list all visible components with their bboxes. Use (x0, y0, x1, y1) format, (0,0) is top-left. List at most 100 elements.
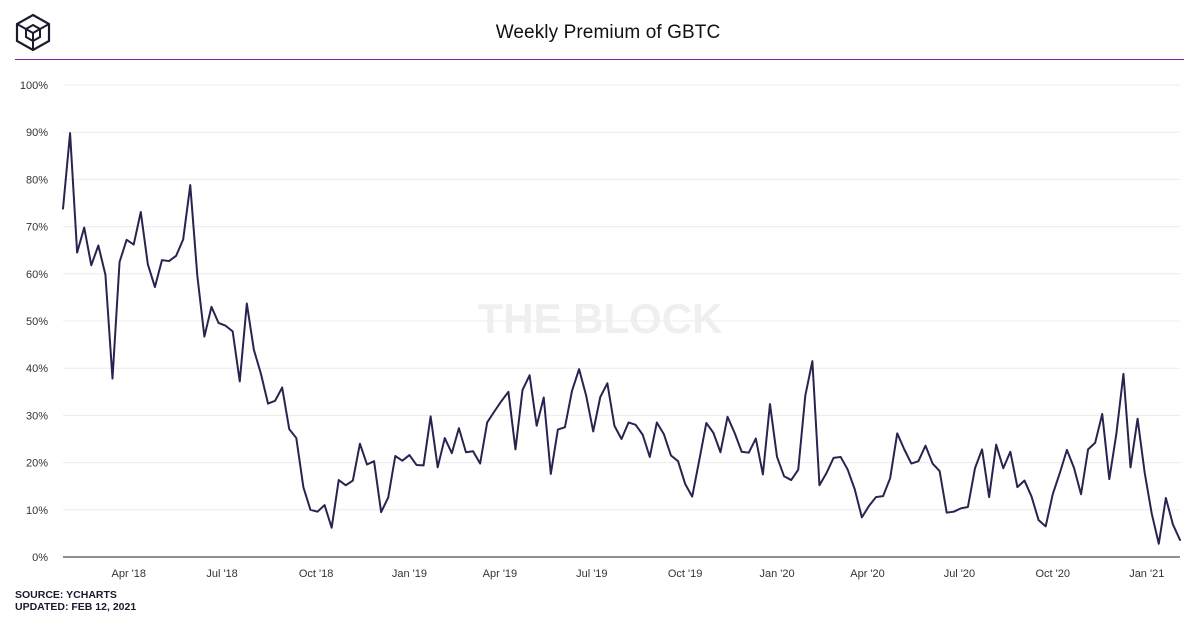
data-point (423, 464, 425, 466)
data-point (571, 390, 573, 392)
data-point (988, 496, 990, 498)
data-point (1087, 448, 1089, 450)
data-point (734, 432, 736, 434)
x-tick-label: Apr '20 (850, 568, 885, 580)
data-point (755, 438, 757, 440)
data-point (854, 489, 856, 491)
x-tick-label: Oct '20 (1035, 568, 1070, 580)
y-tick-label: 10% (26, 505, 48, 517)
y-tick-label: 100% (20, 80, 48, 92)
data-point (635, 424, 637, 426)
data-point (295, 437, 297, 439)
data-point (557, 429, 559, 431)
data-point (861, 516, 863, 518)
data-point (599, 396, 601, 398)
data-point (1151, 513, 1153, 515)
data-point (585, 395, 587, 397)
data-point (1059, 472, 1061, 474)
data-point (953, 511, 955, 513)
data-point (1165, 497, 1167, 499)
data-point (1045, 525, 1047, 527)
data-point (140, 211, 142, 213)
data-point (324, 504, 326, 506)
data-point (981, 448, 983, 450)
data-point (670, 455, 672, 457)
x-tick-label: Jul '20 (944, 568, 975, 580)
data-point (790, 479, 792, 481)
data-point (232, 330, 234, 332)
data-point (83, 227, 85, 229)
data-point (274, 400, 276, 402)
y-tick-label: 60% (26, 269, 48, 281)
data-point (783, 475, 785, 477)
data-point (1080, 493, 1082, 495)
data-point (840, 456, 842, 458)
data-point (967, 506, 969, 508)
data-point (882, 495, 884, 497)
updated-note: UPDATED: FEB 12, 2021 (15, 601, 137, 613)
data-point (1172, 523, 1174, 525)
x-axis-ticks: Apr '18 Jul '18 Oct '18 Jan '19 Apr '19 Jul '… (111, 568, 1164, 580)
data-point (1023, 480, 1025, 482)
data-point (1016, 486, 1018, 488)
data-point (748, 452, 750, 454)
data-point (698, 459, 700, 461)
series-line-gbtc-premium (62, 132, 1181, 545)
data-point (479, 463, 481, 465)
data-point (1052, 493, 1054, 495)
data-point (1094, 442, 1096, 444)
data-point (154, 286, 156, 288)
data-point (642, 434, 644, 436)
x-tick-label: Oct '19 (668, 568, 703, 580)
data-point (401, 460, 403, 462)
data-point (472, 450, 474, 452)
x-tick-label: Apr '19 (483, 568, 518, 580)
data-point (705, 422, 707, 424)
data-point (776, 456, 778, 458)
data-point (415, 464, 417, 466)
data-point (104, 274, 106, 276)
data-point (119, 261, 121, 263)
data-point (677, 460, 679, 462)
data-point (62, 208, 64, 210)
data-point (543, 396, 545, 398)
data-point (387, 497, 389, 499)
data-point (317, 511, 319, 513)
footer: SOURCE: YCHARTS UPDATED: FEB 12, 2021 (15, 589, 136, 613)
data-point (932, 463, 934, 465)
data-point (359, 443, 361, 445)
y-tick-label: 40% (26, 363, 48, 375)
data-point (69, 132, 71, 134)
data-point (847, 469, 849, 471)
data-point (578, 368, 580, 370)
data-point (762, 473, 764, 475)
data-point (875, 496, 877, 498)
data-point (621, 438, 623, 440)
data-point (1179, 539, 1181, 541)
data-point (260, 373, 262, 375)
x-tick-label: Jul '18 (206, 568, 237, 580)
data-point (917, 460, 919, 462)
data-point (253, 349, 255, 351)
data-point (182, 238, 184, 240)
data-point (175, 255, 177, 257)
data-point (210, 306, 212, 308)
data-point (111, 378, 113, 380)
data-point (451, 452, 453, 454)
data-point (1122, 373, 1124, 375)
data-point (924, 445, 926, 447)
data-point (1158, 543, 1160, 545)
data-point (133, 244, 135, 246)
x-tick-label: Jul '19 (576, 568, 607, 580)
data-point (465, 451, 467, 453)
data-point (444, 437, 446, 439)
y-tick-label: 70% (26, 222, 48, 234)
data-point (613, 425, 615, 427)
data-point (493, 411, 495, 413)
data-point (910, 463, 912, 465)
data-point (719, 451, 721, 453)
data-point (946, 512, 948, 514)
data-point (302, 486, 304, 488)
data-point (826, 472, 828, 474)
data-point (649, 456, 651, 458)
